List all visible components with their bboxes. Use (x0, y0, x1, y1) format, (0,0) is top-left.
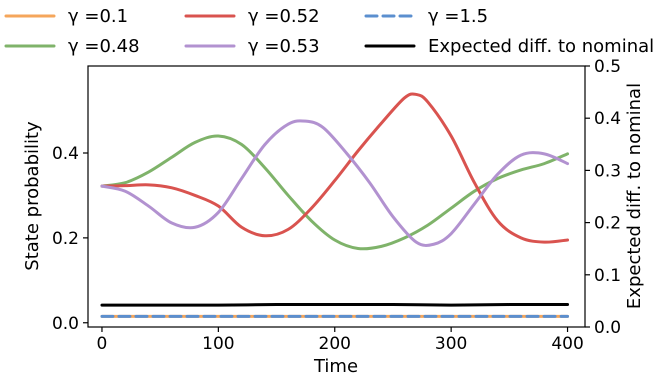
y2-tick-label: 0.4 (594, 109, 621, 129)
y-axis-label: State probability (22, 121, 43, 271)
series-line-0-48 (100, 134, 570, 251)
series-line-0-52 (100, 92, 570, 244)
x-tick-label: 0 (97, 334, 108, 354)
y2-tick-label: 0.2 (594, 214, 621, 234)
legend-label-expected-diff-to-nominal: Expected diff. to nominal (428, 36, 654, 57)
series-line-0-53 (100, 119, 570, 247)
y2-axis-label: Expected diff. to nominal (624, 83, 645, 309)
legend-label-0-1: γ =0.1 (68, 6, 128, 27)
plot-area (100, 92, 570, 318)
y-tick-label: 0.0 (52, 314, 79, 334)
legend-label-0-48: γ =0.48 (68, 36, 140, 57)
x-axis: 0 100 200 300 400 (97, 327, 584, 354)
x-axis-label: Time (313, 356, 358, 374)
y-tick-label: 0.4 (52, 144, 79, 164)
y2-tick-label: 0.3 (594, 161, 621, 181)
legend-label-0-53: γ =0.53 (248, 36, 320, 57)
y2-tick-label: 0.1 (594, 266, 621, 286)
y-axis-right: 0.0 0.1 0.2 0.3 0.4 0.5 (585, 57, 621, 338)
plot-frame (87, 65, 586, 328)
y-tick-label: 0.2 (52, 229, 79, 249)
y2-tick-label: 0.0 (594, 318, 621, 338)
legend: γ =0.1 γ =0.48 γ =0.52 γ =0.53 γ =1.5 Expecte… (4, 6, 654, 57)
legend-label-0-52: γ =0.52 (248, 6, 320, 27)
series-line-expected-diff-to-nominal (100, 303, 570, 307)
legend-label-1-5: γ =1.5 (428, 6, 488, 27)
x-tick-label: 400 (551, 334, 583, 354)
x-tick-label: 200 (319, 334, 351, 354)
y-axis-left: 0.0 0.2 0.4 (52, 144, 88, 334)
x-tick-label: 300 (435, 334, 467, 354)
y2-tick-label: 0.5 (594, 57, 621, 77)
x-tick-label: 100 (202, 334, 234, 354)
